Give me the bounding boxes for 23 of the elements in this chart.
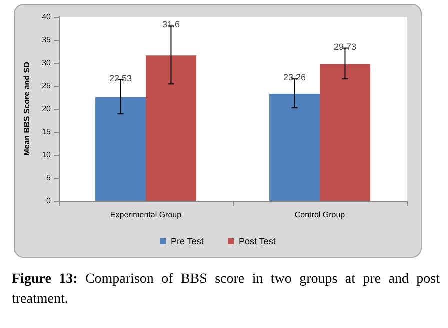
y-tick-label: 15 [42,128,52,136]
bar [270,94,320,201]
data-label: 29.73 [334,42,356,52]
y-tick-label: 0 [46,196,52,206]
text: Figure 13: Comparison of BBS score in two groups at pre and post treatment. [12,272,440,307]
y-axis-title: Mean BBS Score and SD [22,62,32,156]
data-label: 22.53 [110,74,132,84]
y-tick-label: 40 [42,12,52,22]
bar [320,64,370,201]
legend-label: Pre Test [170,236,204,246]
data-label: 31.6 [162,20,180,30]
x-tick-label: Control Group [294,210,346,220]
legend-label: Post Test [239,236,276,246]
y-tick-label: 25 [42,82,52,90]
y-tick-label: 10 [42,150,52,160]
y-tick-label: 35 [42,36,52,44]
data-label: 23.26 [284,72,306,83]
bar [146,56,196,201]
bar [96,97,146,201]
x-tick-label: Experimental Group [110,210,182,220]
y-tick-label: 30 [42,58,52,68]
y-tick-label: 5 [46,174,52,182]
y-tick-label: 20 [42,104,52,114]
